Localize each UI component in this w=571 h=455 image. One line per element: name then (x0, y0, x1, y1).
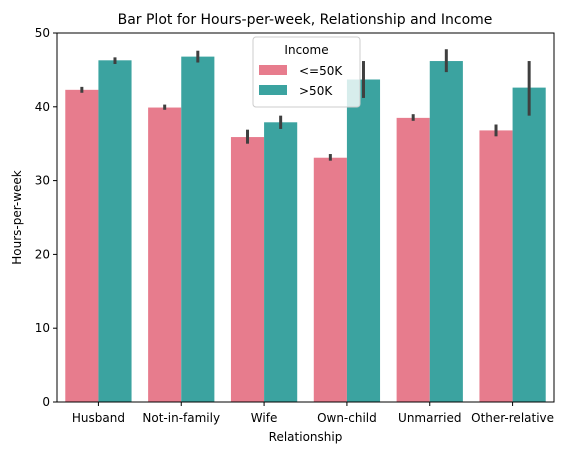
bar (429, 61, 463, 402)
plot-area (65, 49, 546, 403)
legend-label: >50K (299, 84, 333, 98)
x-tick-label: Wife (251, 411, 278, 425)
bar (313, 157, 347, 402)
x-tick-label: Own-child (317, 411, 377, 425)
x-axis: Husband Not-in-family Wife Own-child Unmarri… (72, 402, 554, 425)
y-tick-label: 10 (35, 321, 50, 335)
y-tick-label: 30 (35, 174, 50, 188)
plot-frame (56, 32, 555, 403)
bar (230, 137, 265, 403)
legend-label: <=50K (299, 64, 343, 78)
x-tick-label: Unmarried (398, 411, 461, 425)
bar (479, 130, 513, 402)
legend-title: Income (284, 43, 328, 57)
y-tick-label: 20 (35, 247, 50, 261)
legend-swatch (259, 85, 287, 95)
chart-title: Bar Plot for Hours-per-week, Relationshi… (118, 12, 493, 28)
y-tick-label: 40 (35, 100, 50, 114)
bar (148, 107, 182, 403)
legend: Income <=50K >50K (252, 36, 361, 108)
y-axis-title: Hours-per-week (10, 170, 24, 265)
x-axis-title: Relationship (269, 430, 343, 444)
bar (264, 122, 298, 402)
bar (181, 56, 215, 403)
y-tick-label: 50 (35, 26, 50, 40)
y-tick-label: 0 (42, 395, 50, 409)
x-tick-label: Not-in-family (142, 411, 220, 425)
bar (396, 117, 430, 403)
x-tick-label: Other-relative (471, 411, 554, 425)
x-tick-label: Husband (72, 411, 125, 425)
y-axis: 0 10 20 30 40 50 (35, 26, 57, 409)
bar (346, 79, 381, 402)
bar (65, 89, 99, 403)
legend-swatch (259, 65, 287, 75)
bar (512, 87, 546, 402)
bar (98, 60, 132, 402)
